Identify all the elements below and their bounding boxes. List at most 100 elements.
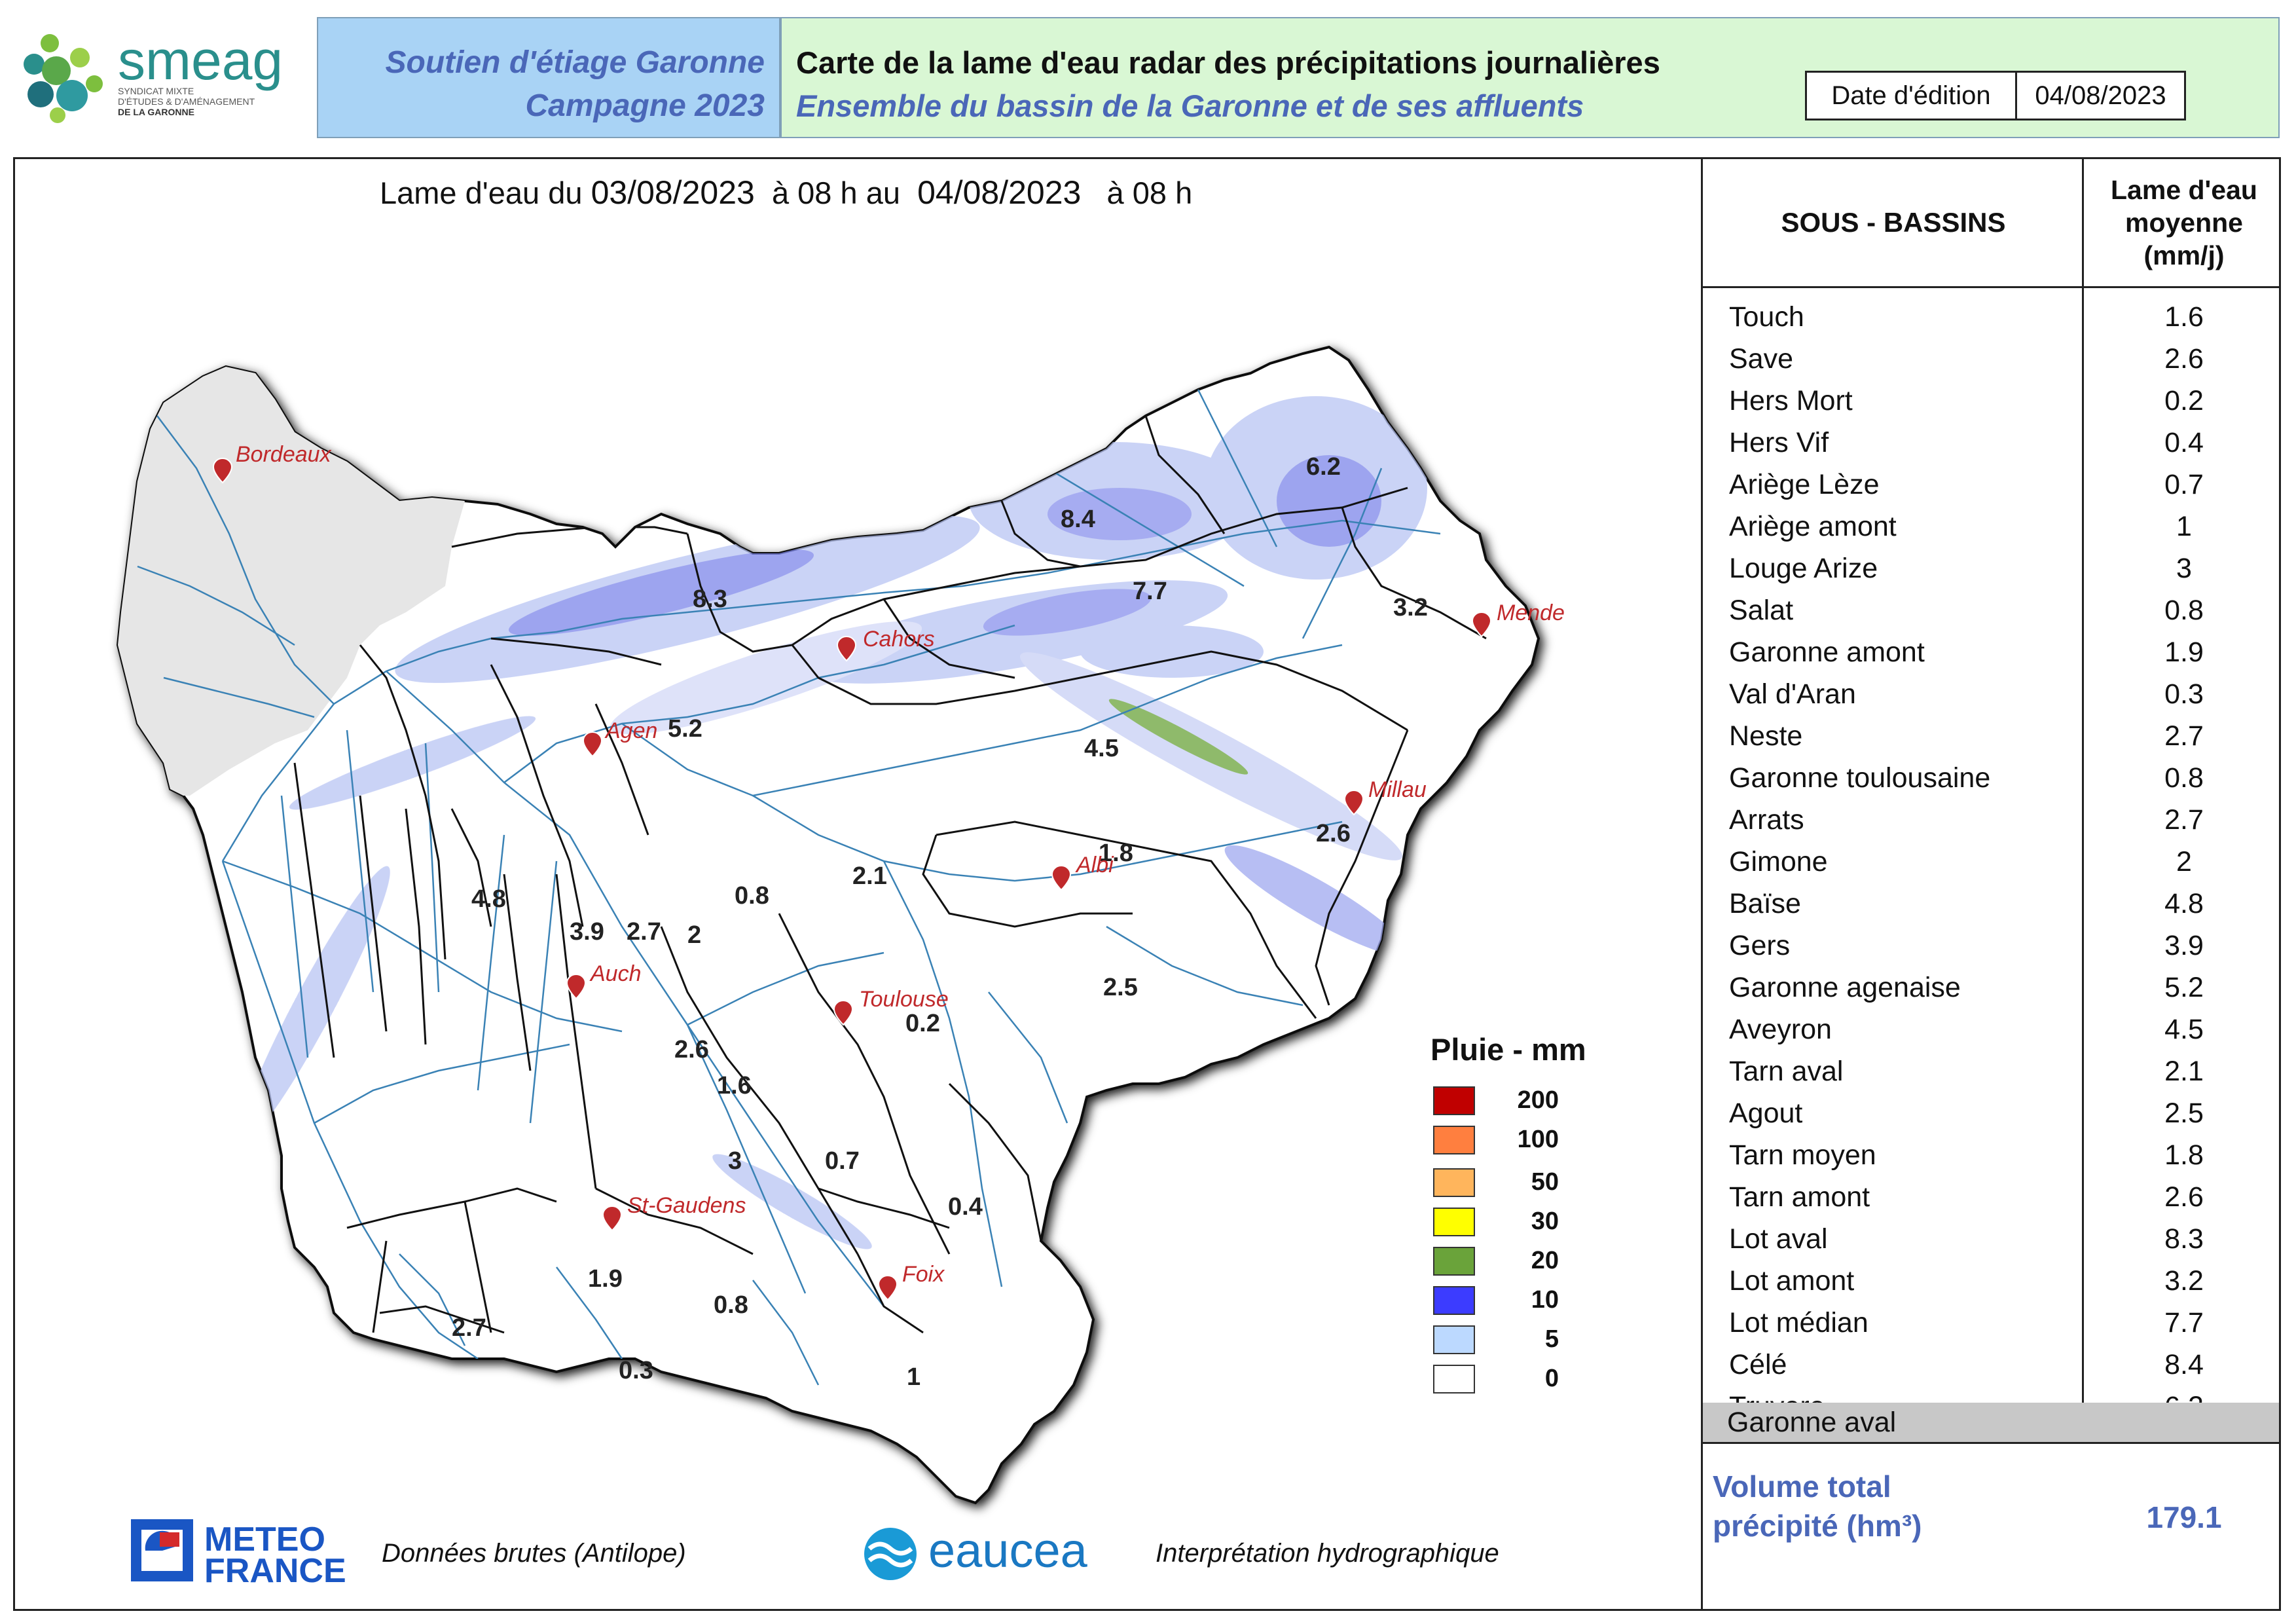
city-markers: Bordeaux Cahors Mende Agen Millau Albi A… <box>212 442 1565 1301</box>
subbasin-value: 7.7 <box>1133 578 1167 605</box>
city-mende: Mende <box>1471 600 1565 638</box>
legend-item: 0 <box>1430 1362 1627 1399</box>
table-row: Ariège amont 1 <box>1703 506 2283 547</box>
rainfall-map: 6.2 8.4 8.3 7.7 3.2 5.2 4.5 1.8 2.6 2.1 … <box>116 345 1565 1505</box>
subbasin-name: Tarn moyen <box>1729 1139 1876 1171</box>
subbasin-rain-value: 2 <box>2176 846 2192 877</box>
subbasin-rain-value: 3.9 <box>2164 930 2204 961</box>
subbasin-value: 8.4 <box>1061 506 1095 533</box>
table-row: Agout 2.5 <box>1703 1092 2283 1134</box>
table-row: Gimone 2 <box>1703 841 2283 883</box>
subbasin-value: 2.6 <box>674 1036 709 1063</box>
subbasin-name: Aveyron <box>1729 1014 1832 1045</box>
subbasin-rain-value: 2.7 <box>2164 720 2204 752</box>
legend-item: 200 <box>1430 1084 1627 1120</box>
subbasin-value: 0.8 <box>735 882 769 910</box>
edition-date-value: 04/08/2023 <box>2035 81 2166 110</box>
eaucea-caption: Interprétation hydrographique <box>1156 1539 1499 1568</box>
table-header: SOUS - BASSINS Lame d'eau moyenne (mm/j) <box>1701 157 2281 288</box>
subbasin-rain-value: 1.6 <box>2164 301 2204 333</box>
subbasin-name: Garonne aval <box>1727 1407 1897 1438</box>
subbasin-rain-value: 0.2 <box>2164 385 2204 416</box>
volume-label: Volume total précipité (hm³) <box>1713 1469 1922 1543</box>
svg-text:Albi: Albi <box>1075 853 1114 877</box>
legend-item: 5 <box>1430 1323 1627 1359</box>
city-bordeaux: Bordeaux <box>212 442 332 484</box>
subbasin-name: Garonne agenaise <box>1729 972 1961 1003</box>
svg-text:Auch: Auch <box>589 961 642 986</box>
svg-text:Bordeaux: Bordeaux <box>236 442 332 467</box>
svg-text:Millau: Millau <box>1368 777 1427 802</box>
legend-title: Pluie - mm <box>1430 1032 1586 1067</box>
legend-swatch <box>1433 1325 1475 1354</box>
subbasin-value: 3.9 <box>570 918 604 946</box>
subbasin-rain-value: 0.8 <box>2164 595 2204 626</box>
subbasin-rain-value: 0.8 <box>2164 762 2204 794</box>
period-start-hour: à 08 h <box>771 175 858 210</box>
subbasin-boundaries <box>293 415 1487 1334</box>
legend-label: 5 <box>1544 1325 1559 1353</box>
svg-text:Cahors: Cahors <box>863 627 935 652</box>
subbasin-value: 6.2 <box>1306 453 1341 481</box>
svg-text:St-Gaudens: St-Gaudens <box>627 1193 746 1218</box>
subbasin-value: 0.8 <box>714 1291 748 1319</box>
svg-text:SYNDICAT MIXTE: SYNDICAT MIXTE <box>118 86 194 96</box>
legend-label: 10 <box>1531 1286 1559 1314</box>
meteo-caption: Données brutes (Antilope) <box>382 1539 686 1568</box>
city-auch: Auch <box>566 961 642 1000</box>
table-row: Lot amont 3.2 <box>1703 1260 2283 1302</box>
table-row: Garonne agenaise 5.2 <box>1703 967 2283 1008</box>
table-row: Garonne toulousaine 0.8 <box>1703 757 2283 799</box>
subbasin-name: Garonne amont <box>1729 637 1925 668</box>
subbasin-value: 1.6 <box>717 1072 752 1099</box>
map-pin-icon <box>1471 611 1492 638</box>
volume-section: Volume total précipité (hm³) 179.1 <box>1701 1442 2281 1611</box>
subbasin-name: Lot médian <box>1729 1307 1868 1338</box>
city-foix: Foix <box>877 1262 945 1301</box>
period-start-date: 03/08/2023 <box>591 174 755 211</box>
table-row: Louge Arize 3 <box>1703 547 2283 589</box>
subbasin-value: 1.9 <box>588 1265 623 1293</box>
legend-label: 50 <box>1531 1168 1559 1196</box>
city-millau: Millau <box>1343 777 1427 816</box>
legend-item: 50 <box>1430 1166 1627 1202</box>
subbasin-rain-value: 1.9 <box>2164 637 2204 668</box>
subbasin-value: 3.2 <box>1393 594 1428 621</box>
subbasin-rain-value: 2.7 <box>2164 804 2204 836</box>
svg-text:DE LA GARONNE: DE LA GARONNE <box>118 107 194 117</box>
campaign-year: Campagne 2023 <box>525 88 765 123</box>
svg-text:Mende: Mende <box>1497 600 1565 625</box>
legend-item: 30 <box>1430 1205 1627 1242</box>
legend-swatch <box>1433 1247 1475 1276</box>
legend-label: 30 <box>1531 1208 1559 1235</box>
volume-value: 179.1 <box>2146 1500 2222 1534</box>
svg-text:D'ÉTUDES & D'AMÉNAGEMENT: D'ÉTUDES & D'AMÉNAGEMENT <box>118 96 255 107</box>
table-row: Hers Vif 0.4 <box>1703 422 2283 464</box>
subbasin-rain-value: 2.1 <box>2164 1056 2204 1087</box>
table-row: Tarn moyen 1.8 <box>1703 1134 2283 1176</box>
table-row: Gers 3.9 <box>1703 925 2283 967</box>
table-row: Hers Mort 0.2 <box>1703 380 2283 422</box>
map-pin-icon <box>833 999 854 1026</box>
edition-date-label: Date d'édition <box>1807 73 2017 119</box>
subbasin-name: Arrats <box>1729 804 1804 836</box>
subbasin-value: 2.7 <box>452 1314 486 1342</box>
subbasin-value: 5.2 <box>668 715 702 743</box>
table-body: Touch 1.6 Save 2.6 Hers Mort 0.2 Hers Vif 0.4 Ar… <box>1701 288 2281 1442</box>
subbasin-rain-value: 3.2 <box>2164 1265 2204 1297</box>
legend-swatch <box>1433 1126 1475 1154</box>
table-row-garonne-aval: Garonne aval <box>1703 1403 2279 1442</box>
subbasin-name: Lot amont <box>1729 1265 1855 1297</box>
subbasin-table: SOUS - BASSINS Lame d'eau moyenne (mm/j)… <box>1701 157 2281 1611</box>
page-subtitle: Ensemble du bassin de la Garonne et de s… <box>796 88 1584 123</box>
subbasin-values: 6.2 8.4 8.3 7.7 3.2 5.2 4.5 1.8 2.6 2.1 … <box>452 453 1428 1391</box>
table-row: Célé 8.4 <box>1703 1344 2283 1386</box>
subbasin-name: Salat <box>1729 595 1794 626</box>
city-st-gaudens: St-Gaudens <box>602 1193 746 1232</box>
map-pin-icon <box>212 457 233 484</box>
subbasin-name: Louge Arize <box>1729 553 1878 584</box>
subbasin-name: Val d'Aran <box>1729 678 1856 710</box>
subbasin-rain-value: 2.6 <box>2164 343 2204 375</box>
subbasin-value: 2.6 <box>1316 820 1351 847</box>
subbasin-value: 3 <box>728 1147 742 1175</box>
